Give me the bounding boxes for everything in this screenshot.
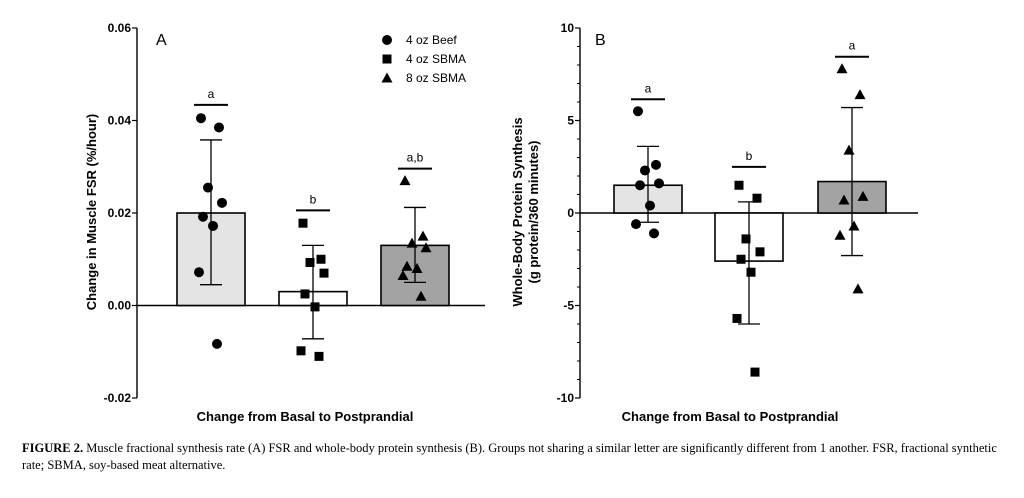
data-point [310,302,320,312]
data-point [750,367,760,377]
y-tick-label: -0.02 [104,391,132,405]
data-point [420,242,432,253]
figure-caption: FIGURE 2. Muscle fractional synthesis ra… [22,440,1002,474]
data-point [203,182,213,193]
data-point [746,267,756,277]
data-point [300,289,310,299]
data-point [640,165,650,176]
y-tick-label: 10 [561,21,575,35]
data-point [857,190,869,201]
figure-canvas: A Change from Basal to Postprandial Chan… [84,21,918,424]
panel-b-ylabel: Whole-Body Protein Synthesis [510,117,525,306]
legend-marker [381,72,393,83]
data-point [654,178,664,189]
data-point [406,237,418,248]
data-point [415,290,427,301]
data-point [635,180,645,191]
data-point [212,338,222,349]
y-tick-label: 0.04 [108,114,132,128]
data-point [196,113,206,124]
caption-text: Muscle fractional synthesis rate (A) FSR… [22,441,997,472]
legend: 4 oz Beef 4 oz SBMA 8 oz SBMA [381,33,466,85]
panel-a-ylabel: Change in Muscle FSR (%/hour) [84,114,99,310]
significance-letter: a [208,87,215,101]
data-point [397,269,409,280]
data-point [645,200,655,211]
data-point [852,283,864,294]
data-point [208,220,218,231]
y-tick-label: -5 [563,299,574,313]
data-point [417,230,429,241]
data-point [836,63,848,74]
data-point [843,144,855,155]
data-point [198,211,208,222]
data-point [633,106,643,117]
data-point [214,122,224,133]
panel-a-xlabel: Change from Basal to Postprandial [197,409,414,424]
data-point [734,180,744,190]
data-point [399,175,411,186]
data-point [319,268,329,278]
data-point [631,219,641,230]
legend-label: 4 oz Beef [406,33,457,47]
data-point [755,247,765,257]
data-point [854,89,866,100]
legend-label: 4 oz SBMA [406,52,466,66]
y-tick-label: 0.06 [108,21,132,35]
panel-b-label: B [595,32,606,49]
y-tick-label: -10 [557,391,575,405]
data-point [838,194,850,205]
data-point [314,351,324,361]
data-point [732,313,742,323]
y-tick-label: 5 [567,114,574,128]
significance-letter: b [310,192,317,206]
significance-letter: a [645,81,652,95]
significance-letter: b [746,149,753,163]
significance-letter: a [849,39,856,53]
data-point [649,228,659,239]
y-tick-label: 0 [567,206,574,220]
panel-b-plot: -10 -5 0 5 10 a b a [557,21,918,405]
legend-label: 8 oz SBMA [406,71,466,85]
data-point [834,229,846,240]
data-point [217,197,227,208]
data-point [298,218,308,228]
legend-marker [382,54,392,64]
panel-a-plot: -0.02 0.00 0.02 0.04 0.06 a b a,b [104,21,485,405]
data-point [296,346,306,356]
data-point [316,254,326,264]
data-point [651,159,661,170]
data-point [411,263,423,273]
panel-b-ylabel-units: (g protein/360 minutes) [526,140,541,283]
data-point [752,193,762,203]
data-point [848,220,860,231]
data-point [741,234,751,244]
panel-a-label: A [156,32,167,49]
data-point [401,260,413,271]
data-point [305,257,315,267]
caption-label: FIGURE 2. [22,441,84,455]
y-tick-label: 0.02 [108,206,132,220]
y-tick-label: 0.00 [108,299,132,313]
significance-letter: a,b [407,151,424,165]
panel-b-xlabel: Change from Basal to Postprandial [622,409,839,424]
data-point [194,267,204,278]
data-point [736,254,746,264]
legend-marker [382,35,392,45]
